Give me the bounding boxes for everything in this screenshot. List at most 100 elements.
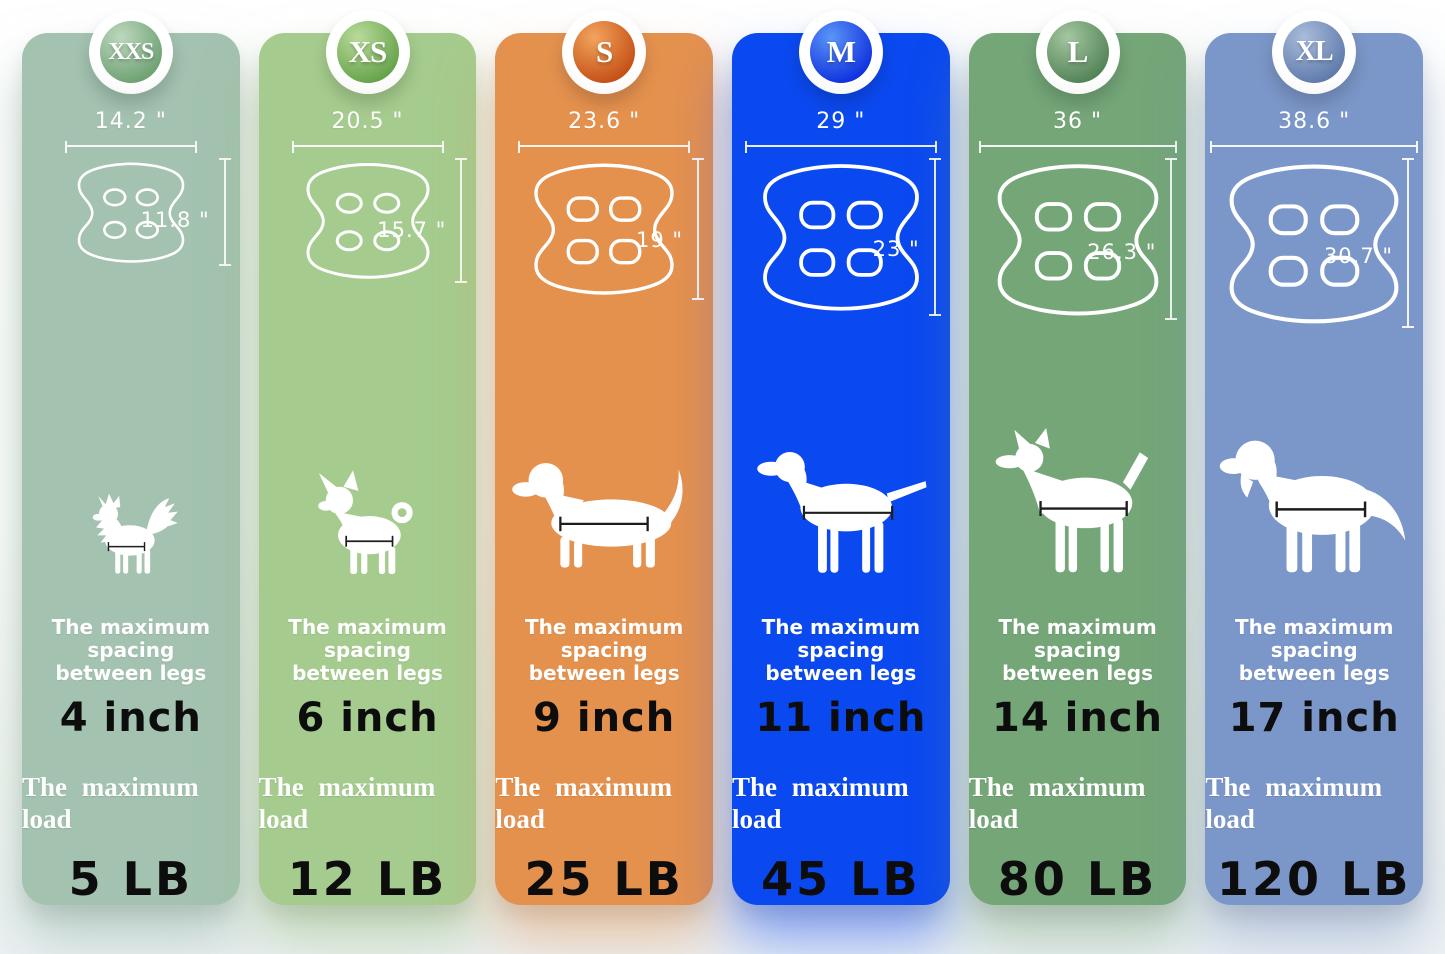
dog-silhouette-chihuahua-icon [317, 470, 413, 574]
size-code: XS [348, 34, 388, 69]
size-panel-xxs: XXS 14.2 " 11.8 " [22, 10, 240, 906]
dog-area [22, 369, 240, 578]
size-code: XL [1295, 36, 1334, 67]
size-badge: XXS [88, 10, 173, 94]
size-badge-sphere: XL [1283, 21, 1346, 83]
width-dimension-line [744, 141, 937, 153]
top-width-label: 14.2 " [94, 109, 167, 134]
max-load-value: 120 LB [1216, 852, 1412, 906]
size-code: L [1067, 34, 1089, 69]
top-width-label: 36 " [1052, 109, 1103, 134]
harness-area: 30.7 " [1205, 158, 1423, 349]
harness-area: 11.8 " [22, 158, 240, 349]
size-panel-s: S 23.6 " 19 " [495, 10, 714, 906]
max-load-value: 45 LB [761, 852, 921, 906]
max-spacing-label: The maximum spacing between legs [524, 615, 684, 685]
max-load-value: 25 LB [524, 852, 684, 906]
dog-measure-line [1038, 501, 1128, 517]
size-panel-m: M 29 " 23 " [732, 10, 950, 906]
side-height-label: 23 " [872, 237, 920, 262]
dog-measure-line [107, 541, 146, 551]
dog-silhouette-golden-retriever-icon [1219, 440, 1406, 573]
max-spacing-value: 4 inch [59, 695, 202, 741]
side-height-label: 11.8 " [140, 208, 210, 233]
top-width-label: 29 " [816, 109, 866, 134]
height-dimension-line [455, 158, 468, 283]
width-dimension-line [291, 141, 444, 153]
max-spacing-label: The maximum spacing between legs [51, 615, 211, 685]
max-spacing-value: 6 inch [296, 695, 439, 741]
max-spacing-value: 17 inch [1228, 695, 1400, 741]
size-badge-sphere: S [573, 21, 636, 83]
max-load-label: The maximum load [495, 772, 673, 834]
harness-area: 19 " [495, 158, 713, 349]
width-dimension-line [518, 141, 691, 153]
max-spacing-label: The maximum spacing between legs [1234, 615, 1394, 685]
harness-diagram [534, 163, 674, 295]
size-panel-xl: XL 38.6 " 30.7 " [1205, 10, 1424, 906]
size-panel-l: L 36 " 26.3 " [968, 10, 1187, 906]
harness-diagram [1229, 164, 1399, 324]
size-panel-xs: XS 20.5 " 15.7 " [258, 10, 477, 906]
height-dimension-line [692, 158, 705, 300]
width-dimension-line [64, 141, 197, 153]
dog-silhouette-long-haired-small-dog-icon [92, 493, 178, 574]
dog-measure-line [1275, 501, 1367, 518]
side-height-label: 26.3 " [1087, 239, 1157, 264]
size-badge: XL [1272, 10, 1357, 94]
height-dimension-line [1165, 158, 1178, 320]
max-spacing-label: The maximum spacing between legs [998, 615, 1157, 685]
max-load-label: The maximum load [258, 772, 436, 834]
height-dimension-line [928, 158, 941, 316]
top-width-label: 23.6 " [568, 109, 641, 134]
harness-diagram [997, 164, 1158, 316]
size-badge-sphere: M [809, 21, 872, 83]
size-code: M [826, 34, 856, 69]
size-badge-sphere: XS [336, 21, 399, 83]
dog-measure-line [802, 505, 894, 520]
harness-area: 23 " [732, 158, 950, 349]
max-load-label: The maximum load [22, 772, 199, 834]
max-load-label: The maximum load [968, 772, 1146, 834]
size-code: XXS [108, 38, 154, 65]
max-spacing-value: 14 inch [992, 695, 1163, 741]
harness-area: 15.7 " [259, 158, 477, 349]
size-badge-sphere: XXS [99, 21, 162, 83]
dog-area [969, 369, 1187, 578]
side-height-label: 15.7 " [377, 218, 447, 243]
max-load-value: 5 LB [68, 852, 194, 906]
dog-measure-line [344, 535, 393, 547]
max-spacing-label: The maximum spacing between legs [761, 615, 921, 685]
max-load-label: The maximum load [1205, 772, 1383, 834]
dog-area [495, 369, 713, 578]
size-badge-sphere: L [1046, 21, 1109, 83]
harness-diagram [762, 164, 919, 311]
dog-area [1205, 369, 1423, 578]
size-badge: M [798, 10, 883, 94]
harness-area: 26.3 " [969, 158, 1187, 349]
width-dimension-line [1210, 141, 1419, 153]
height-dimension-line [1402, 158, 1415, 328]
top-width-label: 20.5 " [331, 109, 404, 134]
side-height-label: 30.7 " [1323, 244, 1394, 269]
max-spacing-label: The maximum spacing between legs [288, 615, 447, 685]
dog-silhouette-doberman-icon [995, 428, 1148, 573]
max-load-value: 80 LB [997, 852, 1158, 906]
side-height-label: 19 " [635, 228, 684, 253]
max-spacing-value: 9 inch [533, 695, 676, 741]
top-width-label: 38.6 " [1278, 109, 1351, 134]
dog-measure-line [559, 516, 649, 531]
width-dimension-line [978, 141, 1177, 153]
dog-area [259, 369, 477, 578]
max-spacing-value: 11 inch [755, 695, 927, 741]
dog-silhouette-pointer-icon [757, 451, 927, 573]
harness-diagram [77, 162, 185, 263]
max-load-value: 12 LB [287, 852, 448, 906]
harness-diagram [305, 162, 430, 279]
dog-area [732, 369, 950, 578]
size-badge: XS [325, 10, 410, 94]
dog-silhouette-dachshund-icon [512, 462, 683, 568]
size-badge: S [562, 10, 647, 94]
size-code: S [596, 34, 613, 69]
